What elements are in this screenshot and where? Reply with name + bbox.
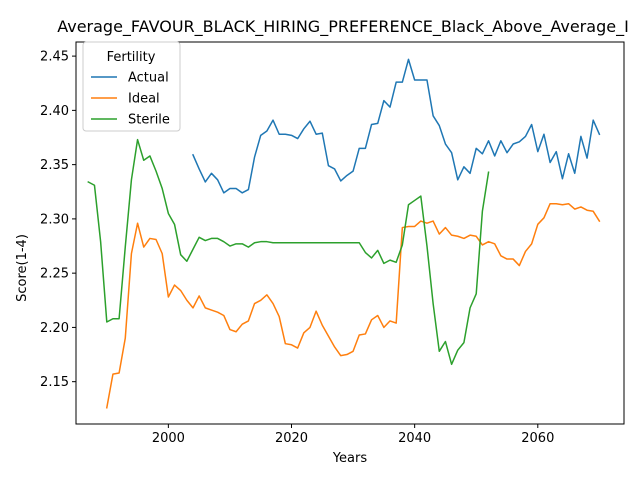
y-axis-title: Score(1-4) bbox=[15, 234, 30, 302]
axes-layer: 2000 2020 2040 2060 2.15 2.20 2.25 2.30 2.35 2.40… bbox=[40, 41, 625, 446]
y-tick-label: 2.25 bbox=[40, 267, 69, 282]
legend-label-sterile: Sterile bbox=[128, 113, 170, 128]
legend-label-ideal: Ideal bbox=[128, 92, 160, 107]
legend-title: Fertility bbox=[107, 50, 156, 65]
x-tick-label: 2040 bbox=[398, 431, 431, 446]
series-line-sterile bbox=[87, 138, 490, 366]
plot-frame bbox=[75, 41, 625, 425]
x-tick-label: 2060 bbox=[521, 431, 554, 446]
legend-frame bbox=[82, 41, 181, 132]
x-tick-label: 2000 bbox=[152, 431, 185, 446]
y-tick-label: 2.30 bbox=[40, 212, 69, 227]
x-tick-label: 2020 bbox=[275, 431, 308, 446]
series-layer bbox=[87, 58, 601, 409]
y-tick-label: 2.45 bbox=[40, 50, 69, 65]
legend-items: Actual Ideal Sterile bbox=[91, 71, 170, 128]
y-tick-label: 2.20 bbox=[40, 321, 69, 336]
chart-title: Average_FAVOUR_BLACK_HIRING_PREFERENCE_B… bbox=[57, 17, 629, 37]
series-line-ideal bbox=[105, 202, 601, 409]
legend: Fertility Actual Ideal Sterile bbox=[82, 41, 181, 132]
y-tick-label: 2.40 bbox=[40, 104, 69, 119]
y-tick-label: 2.15 bbox=[40, 375, 69, 390]
series-line-actual bbox=[192, 58, 601, 194]
legend-label-actual: Actual bbox=[128, 71, 169, 86]
x-axis-title: Years bbox=[332, 451, 368, 466]
y-tick-label: 2.35 bbox=[40, 158, 69, 173]
